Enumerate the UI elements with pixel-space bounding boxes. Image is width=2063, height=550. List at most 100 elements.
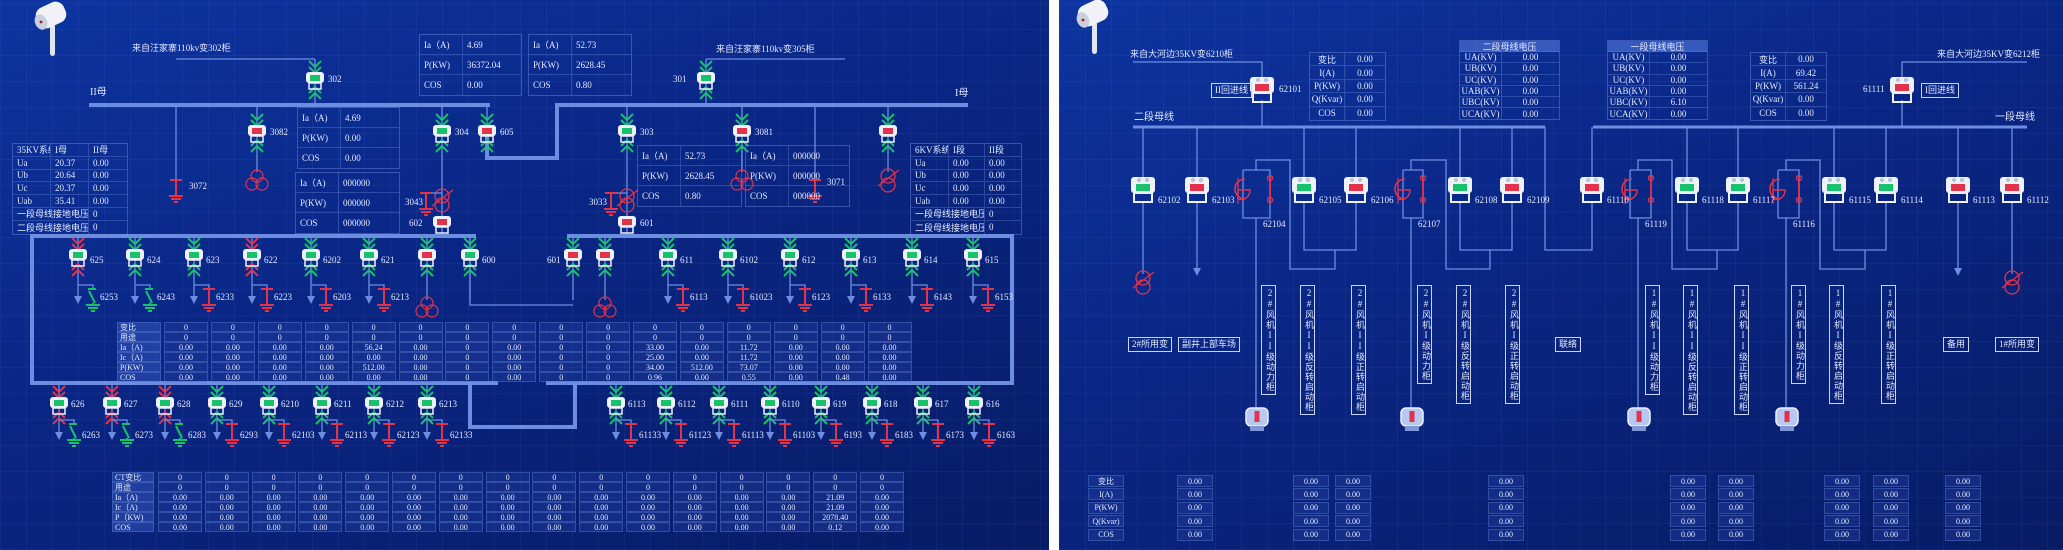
feeder-breaker-614[interactable]: [903, 237, 921, 277]
breaker-61112[interactable]: [2000, 177, 2024, 203]
feeder-breaker-628[interactable]: [156, 385, 174, 425]
cell-value: 0: [867, 332, 912, 342]
feeder-breaker-6210[interactable]: [260, 385, 278, 425]
breaker-303[interactable]: [618, 113, 636, 153]
wire: [1785, 159, 1866, 270]
breaker-605[interactable]: [478, 113, 496, 153]
table-row: 二段母线接地电压 0: [13, 220, 127, 234]
feeder-breaker-6212[interactable]: [365, 385, 383, 425]
camera-icon[interactable]: [32, 0, 69, 56]
feeder-breaker-6102[interactable]: [719, 237, 737, 277]
feeder-tag: 2#所用变: [1128, 337, 1173, 352]
feeder-breaker-6202[interactable]: [302, 237, 320, 277]
starter-label: 61116: [1793, 219, 1815, 229]
chevron-down-icon: [763, 410, 777, 419]
incoming-breaker-62101[interactable]: [1250, 77, 1274, 103]
feeder-breaker-612[interactable]: [781, 237, 799, 277]
breaker-302[interactable]: [306, 60, 324, 100]
feeder-breaker-618[interactable]: [863, 385, 881, 425]
row-label: COS: [298, 148, 341, 168]
feeder-breaker-6113[interactable]: [607, 385, 625, 425]
breaker-304[interactable]: [433, 113, 451, 153]
ground-switch-6153: [981, 288, 995, 312]
feeder-breaker-625[interactable]: [69, 237, 87, 277]
breaker-602[interactable]: [433, 216, 451, 234]
cell-value: 0.00: [1718, 488, 1754, 501]
breaker-3082[interactable]: [248, 113, 266, 153]
feeder-breaker-615[interactable]: [964, 237, 982, 277]
feeder-breaker-611[interactable]: [659, 237, 677, 277]
breaker-label: 61117: [1753, 195, 1775, 205]
feeder-breaker-616[interactable]: [965, 385, 983, 425]
feeder-breaker-6213[interactable]: [418, 385, 436, 425]
feeder-breaker-unnamed[interactable]: [418, 237, 436, 277]
cell-value: 69.42: [1795, 67, 1817, 78]
load-arrow-icon: [817, 432, 825, 440]
breaker-61114[interactable]: [1874, 177, 1898, 203]
breaker-62105[interactable]: [1292, 177, 1316, 203]
table-row: P(KW) 36372.04: [420, 55, 521, 75]
chevron-down-icon: [609, 410, 623, 419]
breaker-301[interactable]: [697, 60, 715, 100]
feeder-breaker-600[interactable]: [461, 237, 479, 277]
camera-icon[interactable]: [1074, 0, 1111, 54]
breaker-62108[interactable]: [1448, 177, 1472, 203]
row-label: 一段母线接地电压: [911, 207, 985, 220]
ground-switch-3072: [169, 179, 183, 203]
breaker-62109[interactable]: [1500, 177, 1524, 203]
row-label: COS: [529, 75, 572, 95]
feeder-breaker-626[interactable]: [50, 385, 68, 425]
breaker-base: [1187, 192, 1207, 203]
breaker-62102[interactable]: [1131, 177, 1155, 203]
cabinet-label: 1#风机I级反转启动柜: [1829, 285, 1844, 404]
feeder-breaker-613[interactable]: [842, 237, 860, 277]
feeder-breaker-617[interactable]: [914, 385, 932, 425]
breaker-ear: [1740, 178, 1744, 182]
breaker-61115[interactable]: [1822, 177, 1846, 203]
cabinet-label: 1#风机II级动力柜: [1645, 285, 1660, 395]
cell-value: 0.00: [1488, 515, 1524, 528]
feeder-breaker-619[interactable]: [812, 385, 830, 425]
breaker-base: [721, 259, 735, 267]
feeder-breaker-629[interactable]: [208, 385, 226, 425]
breaker-61117[interactable]: [1726, 177, 1750, 203]
row-label: COS: [296, 213, 339, 233]
cell-value: 0.00: [860, 502, 904, 512]
breaker-base: [463, 259, 477, 267]
feeder-breaker-6110[interactable]: [761, 385, 779, 425]
feeder-breaker-6211[interactable]: [313, 385, 331, 425]
feeder-breaker-621[interactable]: [360, 237, 378, 277]
breaker-62106[interactable]: [1344, 177, 1368, 203]
breaker-62103[interactable]: [1185, 177, 1209, 203]
feeder-breaker-624[interactable]: [126, 237, 144, 277]
feeder-breaker-unnamed[interactable]: [596, 237, 614, 277]
cell-value: 0.00: [949, 169, 985, 182]
chevron-down-icon: [844, 262, 858, 271]
breaker-3081[interactable]: [733, 113, 751, 153]
cell-value: 0: [351, 322, 396, 332]
feeder-breaker-622[interactable]: [243, 237, 261, 277]
cell-value: 0.00: [579, 502, 624, 512]
incoming-breaker-61111[interactable]: [1890, 77, 1914, 103]
cell-value: 0.00: [1824, 515, 1860, 528]
cell-value: 52.73: [576, 39, 597, 50]
feeder-breaker-6111[interactable]: [710, 385, 728, 425]
breaker-601[interactable]: [618, 216, 636, 234]
feeder-breaker-6112[interactable]: [657, 385, 675, 425]
row-label: P（KW): [112, 512, 154, 522]
cell-value: 0: [257, 332, 302, 342]
breaker-61110[interactable]: [1580, 177, 1604, 203]
ground-label: 6133: [873, 292, 891, 302]
chevron-down-icon: [480, 144, 494, 153]
ground-switch-6173: [931, 423, 945, 447]
feeder-breaker-623[interactable]: [185, 237, 203, 277]
table-row: COS 0.00: [420, 75, 521, 95]
ground-label: 61123: [689, 430, 712, 440]
breaker-61118[interactable]: [1675, 177, 1699, 203]
contact: [1647, 196, 1655, 204]
feeder-breaker-627[interactable]: [103, 385, 121, 425]
cell-value: 0.00: [532, 512, 577, 522]
breaker-unnamed[interactable]: [879, 113, 897, 153]
feeder-breaker-601[interactable]: [564, 237, 582, 277]
breaker-61113[interactable]: [1946, 177, 1970, 203]
